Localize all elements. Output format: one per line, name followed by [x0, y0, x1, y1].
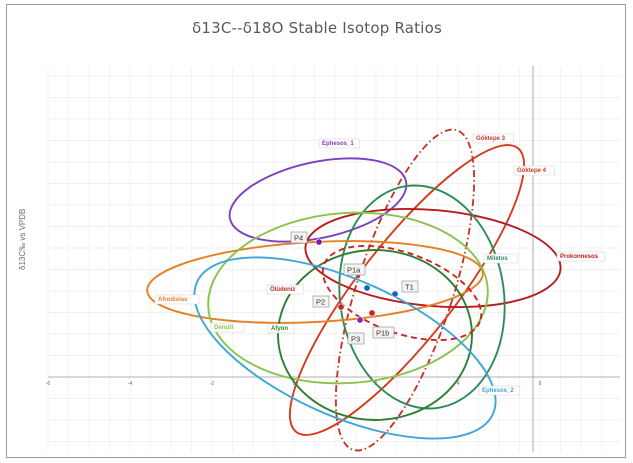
sample-label-box: [401, 280, 419, 293]
region-label-afrodisias: Afrodisias: [158, 297, 188, 303]
region-label-l-deniz: Ölüdeniz: [270, 286, 295, 293]
region-label-ephesos-1: Ephesos_1: [322, 141, 354, 147]
sample-label-t1: T1: [405, 283, 414, 292]
region-label-box: [154, 294, 200, 305]
sample-point-t1: [391, 290, 399, 298]
sample-label-p1b: P1b: [376, 329, 389, 338]
sample-label-box: [347, 332, 365, 345]
region-label-afyon: Afyon: [271, 326, 288, 332]
chart-title: δ13C--δ18O Stable Isotop Ratios: [192, 19, 442, 37]
region-ellipse-ephesos-2: [193, 256, 497, 440]
region-label-denizli: Denizli: [214, 325, 234, 331]
sample-label-p2: P2: [316, 298, 325, 307]
sample-point-p1a: [363, 284, 371, 292]
region-ellipse-afyon: [277, 249, 473, 421]
region-label-box: [266, 284, 305, 295]
sample-label-p1a: P1a: [347, 266, 361, 275]
region-label-ephesos-2: Ephesos_2: [482, 388, 514, 394]
region-ellipse-g-ktepe-4: [288, 144, 526, 436]
region-label-g-ktepe-4: Göktepe 4: [517, 168, 547, 174]
region-label-miletos: Miletos: [487, 256, 508, 262]
region-label-g-ktepe-3: Göktepe 3: [476, 136, 506, 142]
sample-label-p3: P3: [351, 335, 360, 344]
region-label-box: [318, 138, 360, 149]
sample-point-p1b: [368, 309, 376, 317]
region-ellipses: [146, 128, 562, 452]
region-label-box: [478, 385, 520, 396]
x-tick-label: -6: [46, 381, 51, 387]
x-tick-label: -4: [128, 381, 133, 387]
region-ellipse-l-deniz: [321, 244, 483, 342]
region-label-box: [483, 253, 518, 264]
region-label-box: [267, 323, 295, 334]
sample-label-box: [372, 326, 395, 339]
region-label-box: [556, 251, 605, 262]
region-label-box: [513, 165, 555, 176]
x-tick-label: 4: [457, 381, 460, 387]
region-label-box: [472, 133, 514, 144]
sample-label-p4: P4: [294, 234, 303, 243]
sample-points: P4 P1a T1 P2 P3 P1b: [290, 231, 419, 345]
x-tick-label: 6: [539, 381, 542, 387]
sample-point-p4: [315, 238, 323, 246]
sample-point-p3: [356, 316, 364, 324]
region-ellipse-ephesos-1: [228, 157, 408, 243]
region-ellipse-denizli: [207, 211, 489, 385]
sample-label-box: [312, 295, 330, 308]
region-label-box: [210, 322, 245, 333]
region-labels: Ephesos_1 Göktepe 3 Göktepe 4 Prokonnesos Mi…: [154, 133, 605, 396]
sample-point-p2: [337, 303, 345, 311]
sample-label-box: [290, 231, 308, 244]
sample-label-box: [343, 263, 366, 276]
x-tick-label: 0: [293, 381, 296, 387]
x-tick-label: -2: [210, 381, 215, 387]
plot-grid: [47, 66, 620, 452]
region-label-prokonnesos: Prokonnesos: [560, 254, 599, 260]
region-ellipse-afrodisias: [146, 240, 484, 324]
